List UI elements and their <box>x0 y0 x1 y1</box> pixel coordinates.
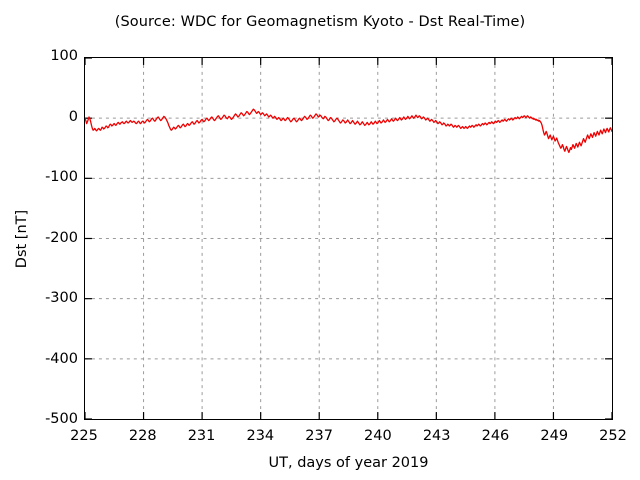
x-axis-label: UT, days of year 2019 <box>268 455 429 471</box>
x-tick-label: 228 <box>128 428 157 444</box>
x-tick-label: 243 <box>422 428 451 444</box>
x-tick-label: 234 <box>246 428 275 444</box>
y-tick-label: -400 <box>45 350 78 367</box>
plot-canvas <box>85 58 612 419</box>
x-tick-label: 249 <box>540 428 569 444</box>
y-tick-label: 100 <box>50 48 78 64</box>
grid-lines <box>85 58 612 419</box>
x-tick-label: 231 <box>187 428 216 444</box>
chart-title: (Source: WDC for Geomagnetism Kyoto - Ds… <box>114 14 526 30</box>
y-axis-tick-labels: 100 0 -100 -200 -300 -400 -500 <box>0 0 78 480</box>
x-tick-label: 246 <box>481 428 510 444</box>
y-tick-label: -500 <box>45 411 78 427</box>
dst-data-line <box>85 108 612 154</box>
x-tick-label: 225 <box>70 428 98 444</box>
y-tick-label: -200 <box>45 229 78 246</box>
y-tick-label: -100 <box>45 169 78 185</box>
y-tick-label: -300 <box>45 290 78 306</box>
x-tick-label: 240 <box>364 428 392 444</box>
x-tick-label: 252 <box>599 428 627 444</box>
x-tick-label: 237 <box>305 428 333 444</box>
plot-area <box>84 57 613 420</box>
y-axis-label: Dst [nT] <box>14 209 30 269</box>
tick-marks <box>85 58 612 419</box>
y-tick-label: 0 <box>68 108 78 125</box>
